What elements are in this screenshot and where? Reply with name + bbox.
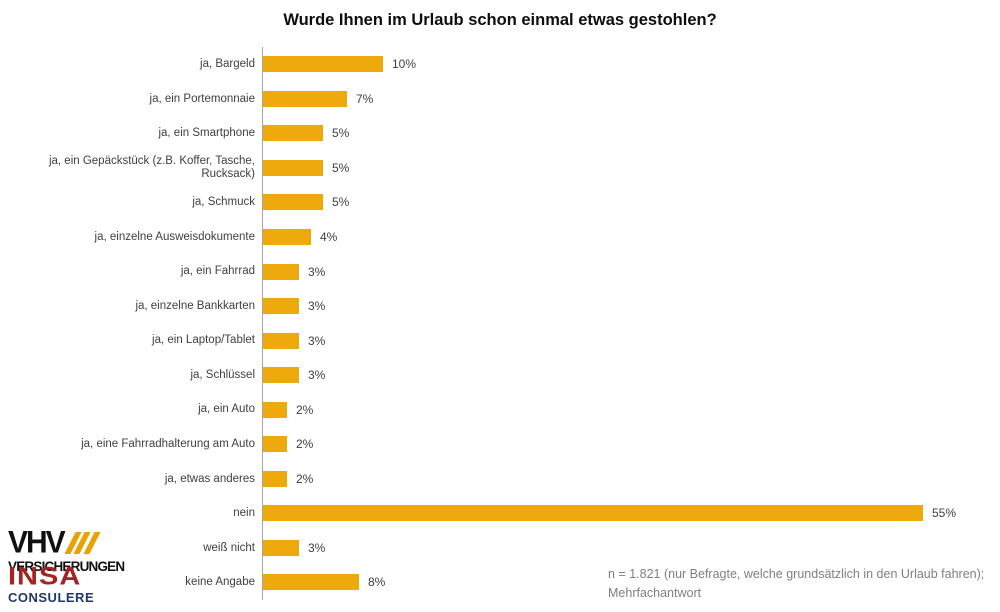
bar-value-label: 3%: [308, 368, 326, 383]
insa-logo-subtitle: CONSULERE: [8, 590, 95, 605]
bar-area: 4%: [262, 219, 1000, 255]
category-label: ja, ein Smartphone: [158, 127, 255, 140]
bar-area: 55%: [262, 496, 1000, 531]
bar: [263, 539, 299, 556]
bar: [263, 574, 359, 591]
chart-row: nein 55%: [0, 496, 1000, 531]
insa-logo: INSA CONSULERE: [8, 565, 94, 604]
vhv-logo: VHV VERSICHERUNGEN: [8, 525, 125, 574]
chart-row: weiß nicht 3%: [0, 530, 1000, 566]
bar: [263, 229, 311, 245]
bar-area: 3%: [262, 254, 1000, 289]
bar: [263, 332, 299, 349]
bar-value-label: 2%: [296, 402, 314, 417]
chart-row: ja, ein Gepäckstück (z.B. Koffer, Tasche…: [0, 150, 1000, 186]
bar-area: 2%: [262, 427, 1000, 462]
category-label: ja, Schlüssel: [190, 368, 255, 381]
bar-area: 5%: [262, 150, 1000, 186]
bar: [263, 401, 287, 418]
bar-value-label: 3%: [308, 333, 326, 348]
chart-row: ja, etwas anderes 2%: [0, 461, 1000, 497]
bar-value-label: 3%: [308, 264, 326, 279]
bar-area: 3%: [262, 288, 1000, 324]
bar: [263, 159, 323, 176]
bar-area: 2%: [262, 461, 1000, 497]
category-label: weiß nicht: [203, 541, 255, 554]
bar-value-label: 2%: [296, 471, 314, 486]
category-label: ja, etwas anderes: [164, 472, 255, 485]
chart-row: ja, ein Laptop/Tablet 3%: [0, 323, 1000, 358]
category-label: ja, ein Laptop/Tablet: [152, 334, 255, 347]
bar: [263, 194, 323, 211]
bar-area: 5%: [262, 116, 1000, 151]
vhv-logo-subtitle: VERSICHERUNGEN: [8, 559, 125, 574]
category-label: ja, einzelne Ausweisdokumente: [94, 230, 255, 243]
bar: [263, 263, 299, 280]
category-label: ja, Schmuck: [192, 196, 255, 209]
bar: [263, 367, 299, 384]
bar-value-label: 5%: [332, 126, 350, 141]
bar-value-label: 8%: [368, 575, 386, 590]
category-label: nein: [233, 507, 255, 520]
footnote: n = 1.821 (nur Befragte, welche grundsät…: [608, 565, 984, 604]
bar-area: 2%: [262, 392, 1000, 428]
bar: [263, 90, 347, 107]
bar-value-label: 3%: [308, 540, 326, 555]
chart-row: ja, ein Smartphone 5%: [0, 116, 1000, 151]
bar-value-label: 4%: [320, 230, 338, 244]
category-label: ja, ein Auto: [198, 403, 255, 416]
bar: [263, 436, 287, 453]
bar-area: 3%: [262, 357, 1000, 393]
chart-title: Wurde Ihnen im Urlaub schon einmal etwas…: [283, 11, 717, 29]
vhv-logo-top: VHV: [8, 525, 124, 560]
bar: [263, 298, 299, 315]
chart-row: ja, ein Portemonnaie 7%: [0, 81, 1000, 117]
bar: [263, 125, 323, 142]
bar-value-label: 55%: [932, 506, 957, 521]
category-label: ja, ein Gepäckstück (z.B. Koffer, Tasche…: [48, 155, 255, 180]
chart-row: ja, einzelne Bankkarten 3%: [0, 288, 1000, 324]
chart-row: keine Angabe 8%: [0, 565, 1000, 600]
bar-chart: ja, Bargeld 10% ja, ein Portemonnaie 7% ja, …: [0, 47, 1000, 600]
bar-value-label: 5%: [332, 195, 350, 210]
category-label: ja, ein Fahrrad: [180, 265, 255, 278]
chart-row: ja, eine Fahrradhalterung am Auto 2%: [0, 427, 1000, 462]
bar-area: 5%: [262, 185, 1000, 220]
chart-row: ja, Schmuck 5%: [0, 185, 1000, 220]
bar-area: 10%: [262, 47, 1000, 82]
bar-area: 7%: [262, 81, 1000, 117]
bar-value-label: 10%: [392, 57, 417, 72]
chart-row: ja, ein Auto 2%: [0, 392, 1000, 428]
bar: [263, 505, 923, 522]
bar: [263, 470, 287, 487]
chart-row: ja, ein Fahrrad 3%: [0, 254, 1000, 289]
category-label: ja, Bargeld: [200, 57, 255, 70]
bar-area: 3%: [262, 530, 1000, 566]
vhv-slashes-icon: [64, 532, 101, 554]
chart-row: ja, Schlüssel 3%: [0, 357, 1000, 393]
vhv-logo-text: VHV: [8, 525, 66, 560]
bar: [263, 56, 383, 73]
chart-row: ja, Bargeld 10%: [0, 47, 1000, 82]
bar-value-label: 5%: [332, 160, 350, 175]
category-label: keine Angabe: [185, 576, 255, 589]
chart-rows: ja, Bargeld 10% ja, ein Portemonnaie 7% ja, …: [0, 47, 1000, 600]
bar-value-label: 7%: [356, 91, 374, 106]
category-label: ja, einzelne Bankkarten: [135, 299, 255, 312]
bar-area: 8%: [262, 565, 1000, 600]
insa-logo-text: INSA: [8, 563, 82, 591]
category-label: ja, ein Portemonnaie: [149, 92, 255, 105]
footnote-line-1: n = 1.821 (nur Befragte, welche grundsät…: [608, 567, 985, 581]
bar-area: 3%: [262, 323, 1000, 358]
category-label: ja, eine Fahrradhalterung am Auto: [81, 437, 255, 450]
bar-value-label: 2%: [296, 437, 314, 452]
bar-value-label: 3%: [308, 299, 326, 314]
chart-row: ja, einzelne Ausweisdokumente 4%: [0, 219, 1000, 255]
footnote-line-2: Mehrfachantwort: [608, 586, 702, 601]
